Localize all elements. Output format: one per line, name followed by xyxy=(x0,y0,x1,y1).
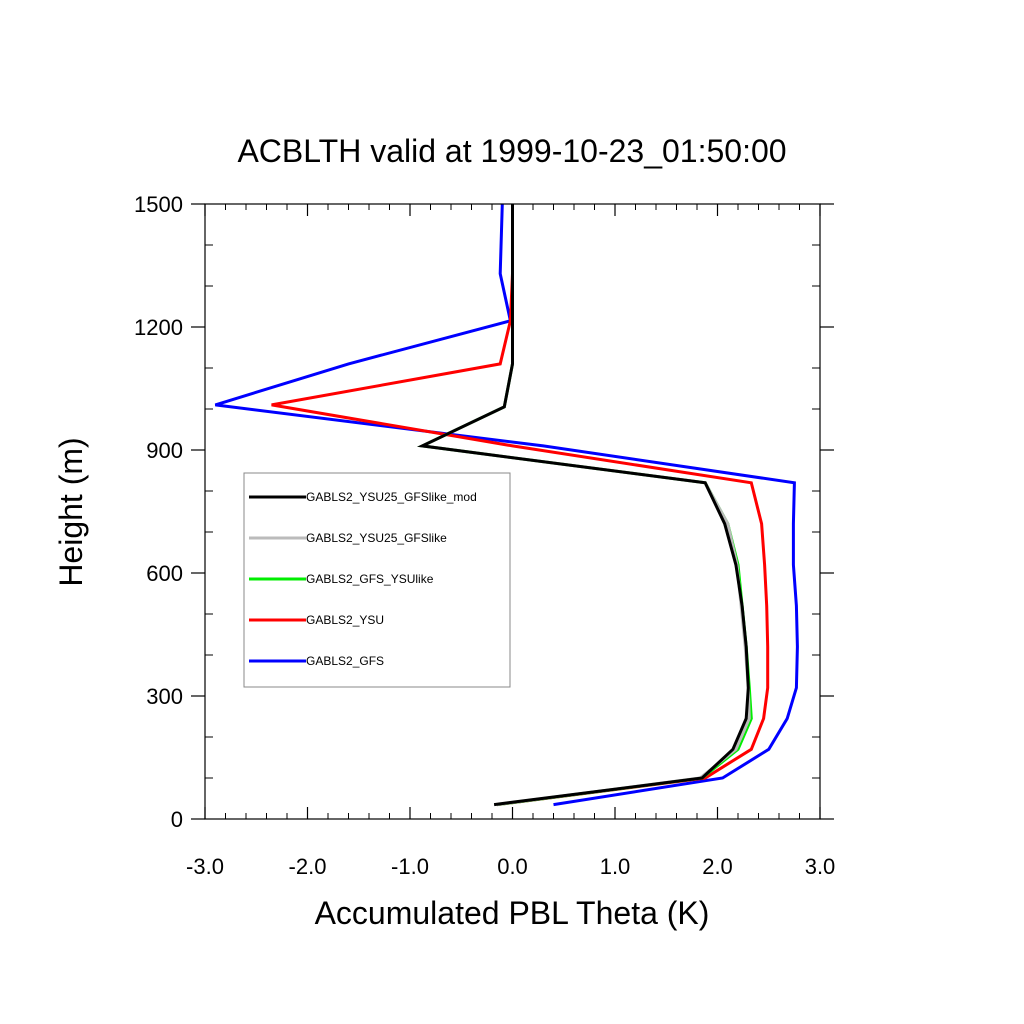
y-tick-label: 1200 xyxy=(134,315,183,340)
legend-label: GABLS2_YSU25_GFSlike xyxy=(306,531,447,545)
y-tick-label: 300 xyxy=(146,684,183,709)
series-line-gabls2-gfs xyxy=(214,203,799,807)
y-tick-label: 0 xyxy=(171,807,183,832)
y-tick-label: 900 xyxy=(146,438,183,463)
legend-label: GABLS2_YSU xyxy=(306,613,384,627)
x-tick-label: 3.0 xyxy=(805,854,836,879)
x-ticks: -3.0 -2.0 -1.0 0.0 1.0 2.0 3.0 xyxy=(186,204,835,879)
series-layer xyxy=(214,203,799,807)
y-tick-label: 1500 xyxy=(134,192,183,217)
x-tick-label: -1.0 xyxy=(391,854,429,879)
legend-label: GABLS2_GFS xyxy=(306,654,384,668)
y-axis-label: Height (m) xyxy=(53,437,89,586)
legend-label: GABLS2_YSU25_GFSlike_mod xyxy=(306,490,477,504)
series-line-gabls2-ysu25-gfslike-mod xyxy=(417,204,750,807)
x-tick-label: -3.0 xyxy=(186,854,224,879)
x-tick-label: 1.0 xyxy=(600,854,631,879)
legend-label: GABLS2_GFS_YSUlike xyxy=(306,572,434,586)
legend: GABLS2_YSU25_GFSlike_mod GABLS2_YSU25_GFS… xyxy=(243,472,511,688)
x-tick-label: -2.0 xyxy=(289,854,327,879)
y-tick-label: 600 xyxy=(146,561,183,586)
series-line-gabls2-ysu xyxy=(271,204,770,807)
x-tick-label: 2.0 xyxy=(702,854,733,879)
chart-title: ACBLTH valid at 1999-10-23_01:50:00 xyxy=(237,133,786,169)
y-ticks: 0 300 600 900 1200 1500 xyxy=(134,192,834,832)
x-tick-label: 0.0 xyxy=(497,854,528,879)
x-axis-label: Accumulated PBL Theta (K) xyxy=(315,895,710,931)
